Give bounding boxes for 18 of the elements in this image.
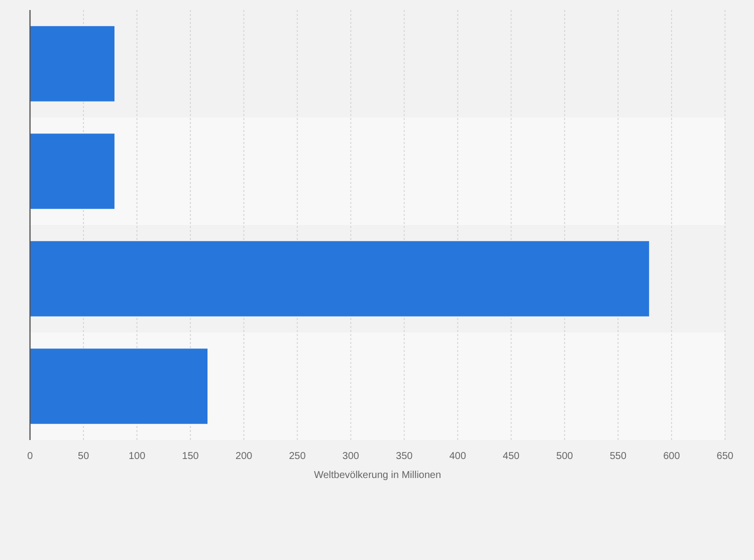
x-tick-label: 150 xyxy=(182,451,200,462)
x-axis-title: Weltbevölkerung in Millionen xyxy=(314,470,442,481)
x-tick-label: 500 xyxy=(556,451,574,462)
x-tick-label: 650 xyxy=(716,451,734,462)
x-tick-label: 0 xyxy=(27,451,34,462)
x-tick-label: 450 xyxy=(502,451,520,462)
x-tick-label: 550 xyxy=(610,451,627,462)
x-tick-label: 400 xyxy=(449,451,466,462)
bar xyxy=(30,134,114,209)
x-tick-label: 200 xyxy=(236,451,253,462)
x-tick-label: 600 xyxy=(663,451,680,462)
x-tick-label: 250 xyxy=(288,451,306,462)
bar xyxy=(30,348,208,424)
x-tick-label: 50 xyxy=(78,451,90,462)
bar xyxy=(30,26,114,102)
x-tick-label: 300 xyxy=(342,451,360,462)
x-tick-label: 350 xyxy=(396,451,414,462)
x-tick-label: 100 xyxy=(128,451,146,462)
